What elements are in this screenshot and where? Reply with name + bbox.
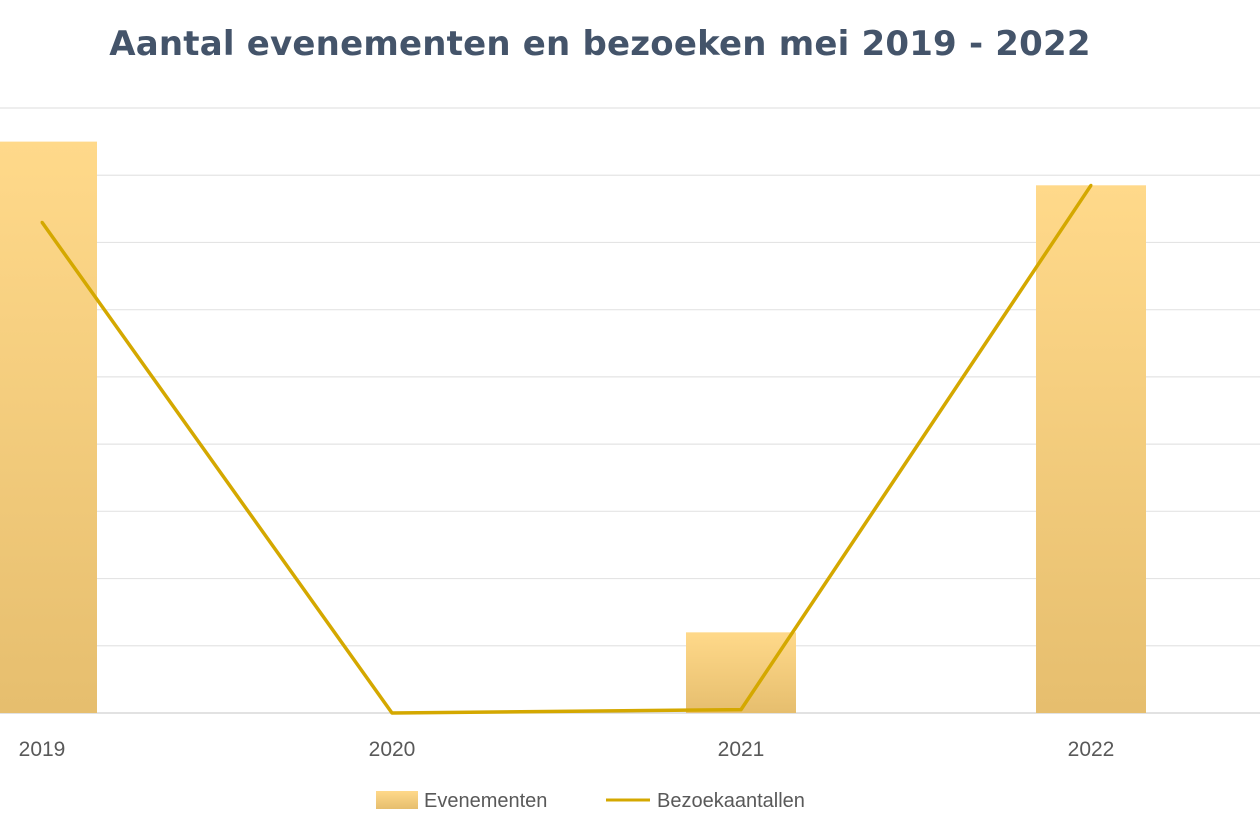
- x-tick-label: 2019: [19, 738, 66, 761]
- point-bezoekaantallen-2019: [40, 220, 44, 224]
- legend-label-bezoekaantallen: Bezoekaantallen: [657, 790, 805, 812]
- x-tick-label: 2021: [718, 738, 765, 761]
- x-axis-tick-labels: 2019 2020 2021 2022: [19, 738, 1115, 761]
- x-tick-label: 2022: [1068, 738, 1115, 761]
- bar-evenementen-2019: [0, 141, 97, 714]
- line-series-bezoekaantallen: [40, 183, 1093, 715]
- point-bezoekaantallen-2020: [390, 711, 394, 715]
- x-tick-label: 2020: [369, 738, 416, 761]
- bar-evenementen-2021: [686, 632, 796, 713]
- legend: Evenementen Bezoekaantallen: [376, 790, 805, 812]
- legend-swatch-evenementen: [376, 791, 418, 809]
- point-bezoekaantallen-2022: [1089, 183, 1093, 187]
- bar-evenementen-2022: [1036, 185, 1146, 714]
- legend-label-evenementen: Evenementen: [424, 790, 547, 812]
- chart-title: Aantal evenementen en bezoeken mei 2019 …: [109, 24, 1091, 64]
- point-bezoekaantallen-2021: [739, 708, 743, 712]
- line-bezoekaantallen: [40, 184, 1093, 715]
- bar-series-evenementen: [0, 141, 1146, 714]
